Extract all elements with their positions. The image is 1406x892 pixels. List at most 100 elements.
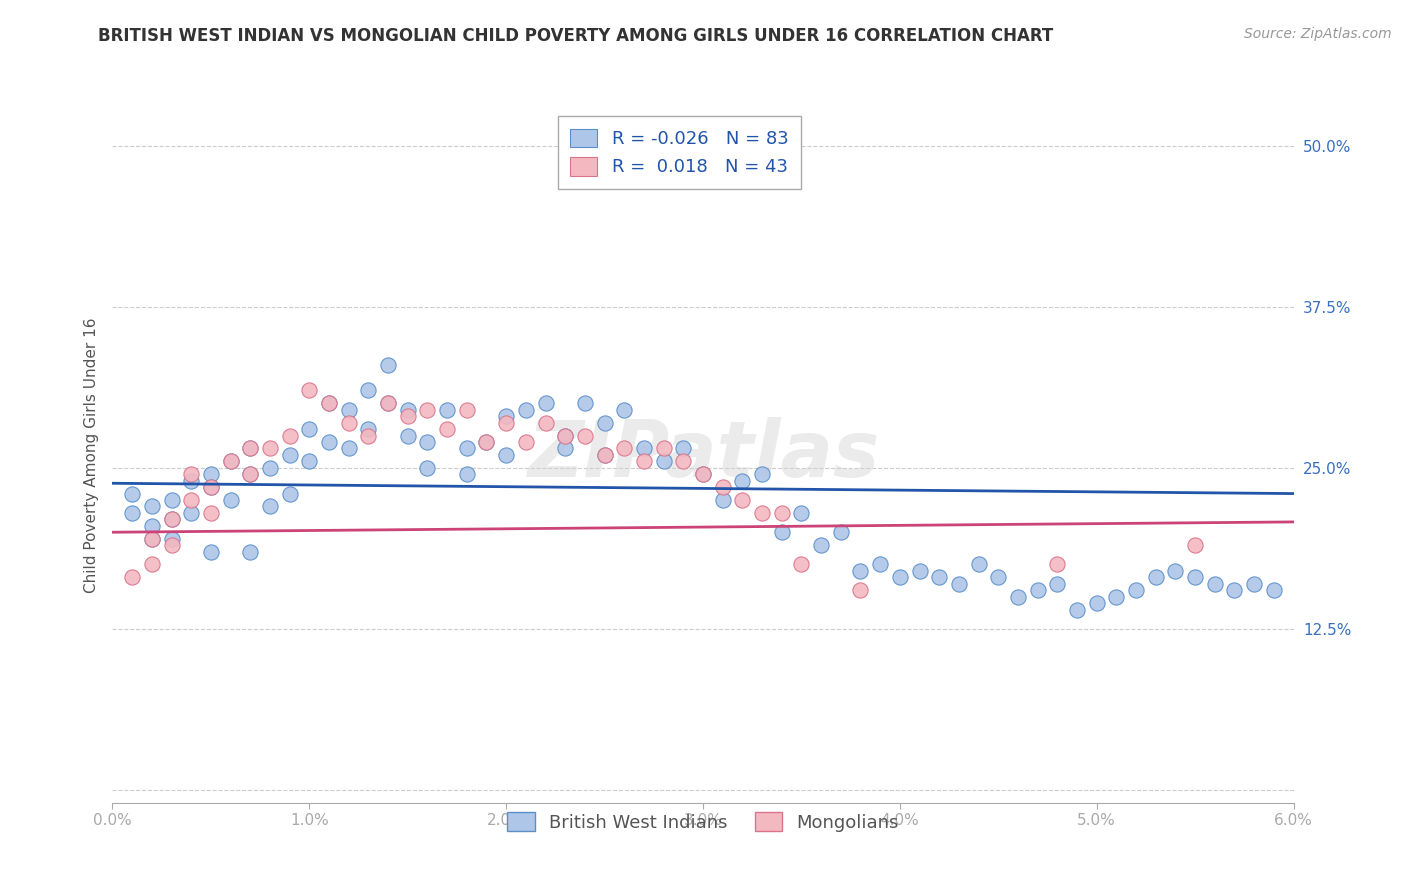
Point: [121, 570, 143, 584]
Point: [141, 532, 163, 546]
Point: [672, 442, 695, 456]
Point: [790, 558, 813, 572]
Point: [1204, 576, 1226, 591]
Point: [160, 538, 183, 552]
Point: [554, 428, 576, 442]
Point: [337, 442, 360, 456]
Point: [849, 564, 872, 578]
Point: [790, 506, 813, 520]
Point: [456, 402, 478, 417]
Point: [1144, 570, 1167, 584]
Point: [357, 428, 380, 442]
Point: [219, 454, 242, 468]
Point: [141, 558, 163, 572]
Point: [416, 435, 439, 450]
Point: [180, 467, 202, 482]
Point: [219, 493, 242, 508]
Point: [396, 402, 419, 417]
Point: [1007, 590, 1029, 604]
Point: [318, 396, 340, 410]
Point: [219, 454, 242, 468]
Point: [889, 570, 911, 584]
Point: [318, 396, 340, 410]
Point: [751, 506, 773, 520]
Legend: British West Indians, Mongolians: British West Indians, Mongolians: [496, 801, 910, 842]
Point: [770, 506, 793, 520]
Point: [318, 435, 340, 450]
Point: [810, 538, 832, 552]
Point: [475, 435, 498, 450]
Point: [751, 467, 773, 482]
Point: [633, 454, 655, 468]
Point: [298, 422, 321, 436]
Point: [337, 402, 360, 417]
Point: [1125, 583, 1147, 598]
Point: [711, 480, 734, 494]
Point: [239, 442, 262, 456]
Y-axis label: Child Poverty Among Girls Under 16: Child Poverty Among Girls Under 16: [83, 318, 98, 592]
Point: [200, 467, 222, 482]
Point: [141, 532, 163, 546]
Point: [377, 358, 399, 372]
Point: [160, 512, 183, 526]
Point: [239, 442, 262, 456]
Point: [259, 460, 281, 475]
Point: [200, 506, 222, 520]
Point: [1046, 576, 1069, 591]
Point: [672, 454, 695, 468]
Point: [180, 506, 202, 520]
Point: [416, 460, 439, 475]
Point: [121, 486, 143, 500]
Point: [515, 435, 537, 450]
Point: [928, 570, 950, 584]
Point: [554, 428, 576, 442]
Point: [948, 576, 970, 591]
Point: [141, 518, 163, 533]
Point: [298, 454, 321, 468]
Point: [554, 442, 576, 456]
Point: [830, 525, 852, 540]
Point: [1164, 564, 1187, 578]
Point: [456, 467, 478, 482]
Point: [1085, 596, 1108, 610]
Point: [731, 474, 754, 488]
Point: [357, 384, 380, 398]
Point: [593, 416, 616, 430]
Point: [574, 396, 596, 410]
Point: [396, 428, 419, 442]
Point: [475, 435, 498, 450]
Point: [849, 583, 872, 598]
Point: [239, 467, 262, 482]
Point: [652, 454, 675, 468]
Point: [593, 448, 616, 462]
Text: Source: ZipAtlas.com: Source: ZipAtlas.com: [1244, 27, 1392, 41]
Point: [633, 442, 655, 456]
Point: [574, 428, 596, 442]
Point: [298, 384, 321, 398]
Point: [652, 442, 675, 456]
Point: [495, 448, 517, 462]
Point: [869, 558, 891, 572]
Point: [534, 416, 557, 430]
Point: [180, 493, 202, 508]
Point: [456, 442, 478, 456]
Point: [770, 525, 793, 540]
Point: [987, 570, 1010, 584]
Point: [692, 467, 714, 482]
Point: [239, 467, 262, 482]
Point: [711, 493, 734, 508]
Point: [1026, 583, 1049, 598]
Point: [377, 396, 399, 410]
Point: [377, 396, 399, 410]
Point: [160, 493, 183, 508]
Point: [1184, 570, 1206, 584]
Point: [180, 474, 202, 488]
Point: [200, 480, 222, 494]
Point: [416, 402, 439, 417]
Text: ZIPatlas: ZIPatlas: [527, 417, 879, 493]
Point: [1184, 538, 1206, 552]
Point: [1223, 583, 1246, 598]
Point: [1046, 558, 1069, 572]
Point: [278, 448, 301, 462]
Point: [121, 506, 143, 520]
